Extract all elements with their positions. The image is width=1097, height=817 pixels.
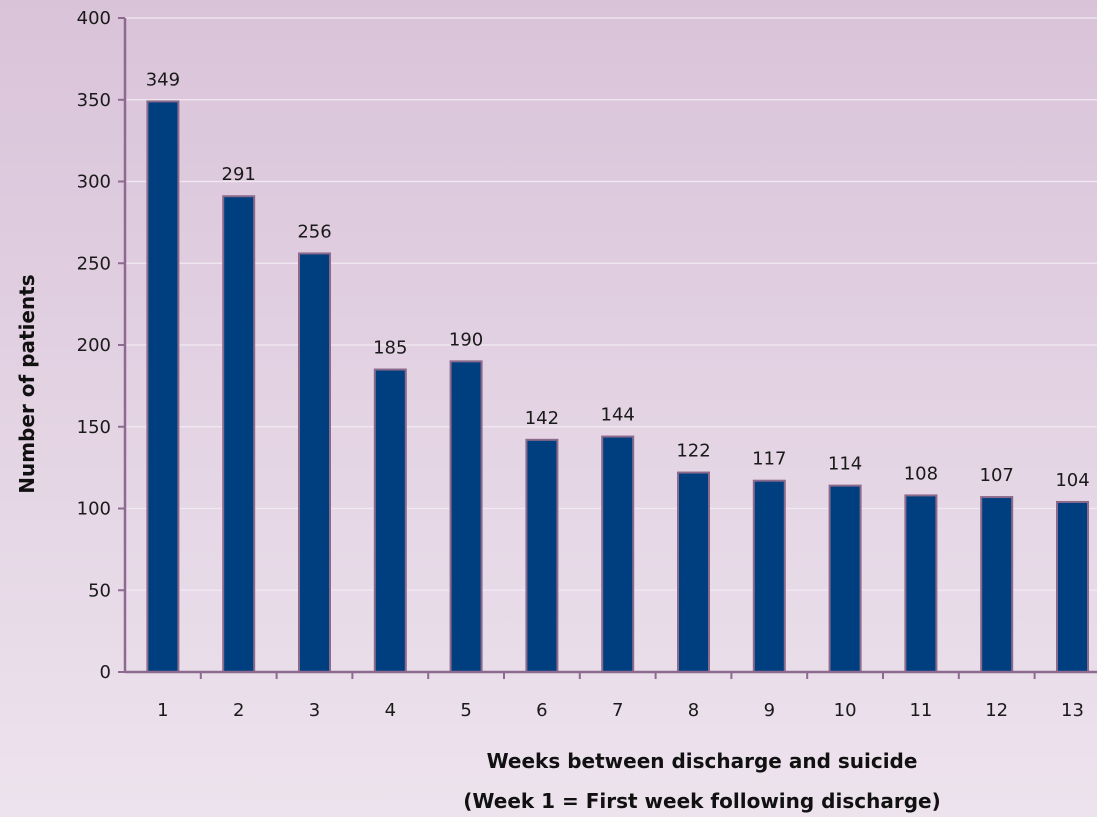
x-tick-label: 10	[834, 700, 857, 721]
y-tick-labels: 0 50 100 150 200 250 300 350 400	[77, 8, 111, 683]
data-label: 291	[222, 164, 256, 185]
x-axis-title-line-2: (Week 1 = First week following discharge…	[463, 789, 940, 813]
y-tick-label: 100	[77, 499, 111, 520]
bar	[298, 252, 331, 673]
bar	[146, 100, 180, 673]
axes	[118, 17, 1097, 679]
bar	[1056, 500, 1089, 673]
y-axis-title: Number of patients	[15, 274, 39, 493]
data-label: 117	[752, 449, 786, 470]
x-tick-label: 11	[909, 700, 932, 721]
data-label: 144	[601, 405, 635, 426]
data-label: 256	[297, 221, 331, 242]
x-tick-label: 8	[688, 700, 699, 721]
x-tick-label: 2	[233, 700, 244, 721]
bar	[828, 484, 862, 673]
bars	[146, 100, 1089, 674]
y-tick-label: 350	[77, 90, 111, 111]
x-tick-label: 5	[460, 700, 471, 721]
data-label: 142	[525, 408, 559, 429]
data-label: 349	[146, 69, 180, 90]
data-label: 104	[1055, 470, 1089, 491]
x-axis-title-line-1: Weeks between discharge and suicide	[487, 749, 918, 773]
data-label: 190	[449, 329, 483, 350]
x-tick-label: 3	[309, 700, 320, 721]
bar	[222, 195, 256, 673]
data-label: 122	[676, 441, 710, 462]
y-tick-label: 400	[77, 8, 111, 29]
bar	[980, 496, 1014, 673]
x-tick-label: 12	[985, 700, 1008, 721]
x-tick-label: 6	[536, 700, 547, 721]
y-tick-label: 0	[100, 662, 111, 683]
y-tick-label: 50	[88, 580, 111, 601]
y-tick-label: 300	[77, 172, 111, 193]
bar	[677, 471, 710, 673]
bar	[904, 494, 938, 674]
bar	[373, 368, 407, 673]
x-tick-label: 9	[764, 700, 775, 721]
y-tick-label: 250	[77, 253, 111, 274]
bar	[449, 360, 483, 673]
data-label: 114	[828, 454, 862, 475]
x-tick-label: 13	[1061, 700, 1084, 721]
data-labels: 349 291 256 185 190 142 144 122 117 114 108 107 104	[146, 69, 1090, 491]
y-tick-label: 150	[77, 417, 111, 438]
x-tick-label: 7	[612, 700, 623, 721]
bar	[601, 435, 635, 673]
x-tick-label: 1	[157, 700, 168, 721]
bar	[525, 438, 559, 673]
y-tick-label: 200	[77, 335, 111, 356]
bar	[752, 479, 786, 673]
x-tick-label: 4	[385, 700, 396, 721]
data-label: 107	[980, 465, 1014, 486]
x-tick-labels: 1 2 3 4 5 6 7 8 9 10 11 12 13	[157, 700, 1084, 721]
data-label: 108	[904, 463, 938, 484]
data-label: 185	[373, 338, 407, 359]
